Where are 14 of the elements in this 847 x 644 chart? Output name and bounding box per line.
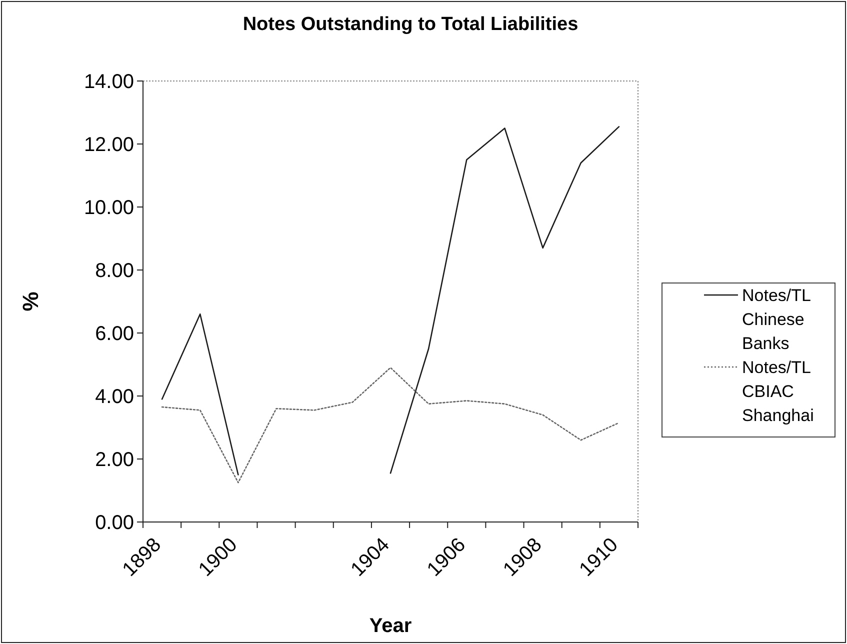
x-axis-title: Year: [369, 615, 412, 637]
y-tick-label: 6.00: [95, 323, 134, 345]
y-tick-label: 12.00: [84, 134, 134, 156]
y-tick-label: 2.00: [95, 449, 134, 471]
legend-label: Notes/TL CBIAC Shanghai: [742, 358, 814, 425]
y-axis-title: %: [18, 292, 43, 312]
legend-label: Notes/TL Chinese Banks: [742, 286, 811, 353]
y-tick-label: 10.00: [84, 197, 134, 219]
line-series: [161, 367, 620, 484]
y-tick-label: 8.00: [95, 260, 134, 282]
y-tick-label: 14.00: [84, 71, 134, 93]
y-tick-label: 4.00: [95, 386, 134, 408]
chart-title: Notes Outstanding to Total Liabilities: [242, 14, 578, 35]
y-tick-label: 0.00: [95, 512, 134, 534]
